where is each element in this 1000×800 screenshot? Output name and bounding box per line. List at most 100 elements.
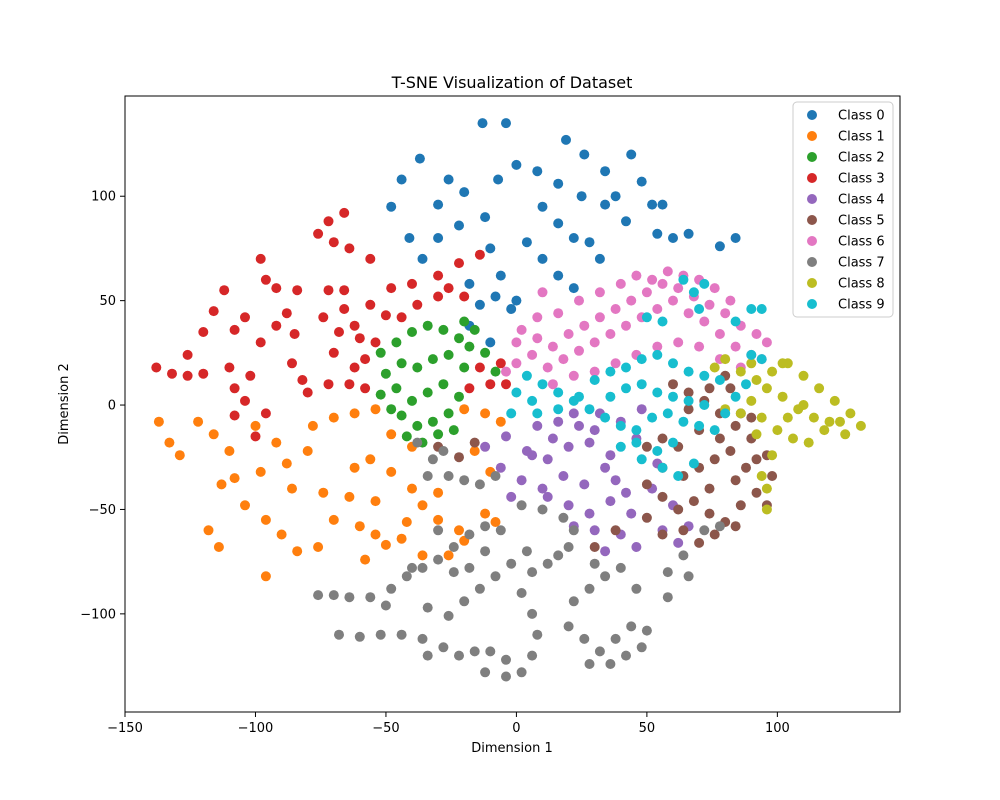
data-point	[673, 337, 684, 348]
data-point	[511, 387, 522, 398]
series-class-8	[709, 354, 866, 515]
data-point	[260, 571, 271, 582]
series-class-2	[375, 316, 501, 448]
data-point	[240, 500, 250, 511]
data-point	[370, 496, 381, 507]
legend-marker	[807, 194, 817, 204]
data-point	[360, 354, 371, 365]
data-point	[527, 650, 538, 661]
data-point	[678, 550, 689, 561]
data-point	[438, 446, 449, 456]
data-point	[704, 483, 715, 494]
data-point	[542, 362, 553, 373]
data-point	[339, 207, 350, 218]
data-point	[521, 237, 532, 248]
data-point	[621, 320, 631, 331]
data-point	[506, 558, 517, 569]
data-point	[699, 278, 710, 289]
data-point	[652, 387, 663, 398]
data-point	[714, 329, 725, 339]
legend-marker	[807, 173, 817, 183]
data-point	[725, 383, 736, 394]
legend-label: Class 5	[838, 214, 885, 229]
data-point	[318, 312, 329, 323]
data-point	[255, 466, 266, 477]
data-point	[730, 420, 741, 431]
data-point	[683, 395, 694, 406]
data-point	[547, 379, 558, 390]
data-point	[396, 410, 407, 421]
data-point	[563, 329, 574, 339]
data-point	[631, 270, 642, 281]
data-point	[469, 324, 480, 335]
data-point	[621, 383, 631, 394]
data-point	[480, 212, 491, 223]
data-point	[803, 437, 814, 448]
data-point	[380, 368, 391, 379]
data-point	[469, 446, 480, 456]
data-point	[417, 562, 428, 573]
data-point	[756, 354, 767, 365]
data-point	[464, 562, 475, 573]
data-point	[683, 387, 694, 398]
legend-label: Class 6	[838, 235, 885, 250]
data-point	[563, 621, 574, 632]
data-point	[605, 659, 616, 669]
data-point	[527, 450, 538, 461]
data-point	[501, 379, 511, 390]
data-point	[657, 491, 668, 502]
data-point	[720, 308, 731, 319]
data-point	[652, 228, 663, 239]
data-point	[474, 479, 485, 490]
data-point	[198, 368, 209, 379]
data-point	[641, 512, 652, 523]
data-point	[323, 285, 334, 296]
data-point	[699, 316, 710, 327]
data-point	[438, 379, 449, 390]
legend: Class 0 Class 1 Class 2 Class 3 Class 4 Class…	[792, 101, 894, 318]
data-point	[751, 375, 762, 385]
data-point	[652, 446, 663, 456]
data-point	[334, 629, 344, 640]
data-point	[688, 458, 699, 469]
data-point	[516, 667, 527, 678]
data-point	[589, 558, 600, 569]
data-point	[561, 134, 571, 145]
data-point	[668, 437, 678, 448]
data-point	[328, 590, 339, 601]
data-point	[521, 546, 532, 557]
data-point	[574, 420, 584, 431]
data-point	[493, 174, 504, 185]
data-point	[537, 201, 548, 212]
y-tick-label: 0	[108, 399, 116, 414]
data-point	[756, 471, 767, 481]
legend-marker	[807, 278, 817, 288]
plot-points	[151, 118, 866, 682]
x-tick-label: −50	[372, 721, 399, 736]
data-point	[657, 462, 668, 473]
data-point	[417, 500, 428, 511]
data-point	[459, 316, 470, 327]
data-point	[652, 304, 663, 314]
data-point	[694, 341, 705, 352]
data-point	[683, 571, 694, 582]
data-point	[495, 525, 506, 536]
data-point	[709, 362, 720, 373]
data-point	[501, 671, 511, 682]
data-point	[579, 479, 590, 490]
data-point	[678, 416, 689, 427]
data-point	[594, 253, 605, 264]
data-point	[469, 646, 480, 657]
legend-label: Class 9	[838, 298, 885, 313]
data-point	[464, 383, 475, 394]
data-point	[386, 404, 397, 415]
data-point	[360, 554, 371, 565]
data-point	[485, 243, 496, 254]
data-point	[621, 650, 631, 661]
data-point	[688, 287, 699, 298]
legend-label: Class 4	[838, 193, 885, 208]
data-point	[704, 508, 715, 519]
data-point	[422, 387, 433, 398]
data-point	[480, 441, 491, 452]
